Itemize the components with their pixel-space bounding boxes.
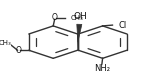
Text: CH₃: CH₃ [0, 40, 12, 46]
Text: OH: OH [73, 12, 87, 21]
Text: Cl: Cl [118, 21, 126, 30]
Text: O: O [16, 46, 22, 55]
Polygon shape [77, 24, 82, 42]
Text: NH₂: NH₂ [94, 64, 110, 73]
Text: O: O [52, 13, 58, 22]
Text: CH₃: CH₃ [70, 15, 83, 21]
